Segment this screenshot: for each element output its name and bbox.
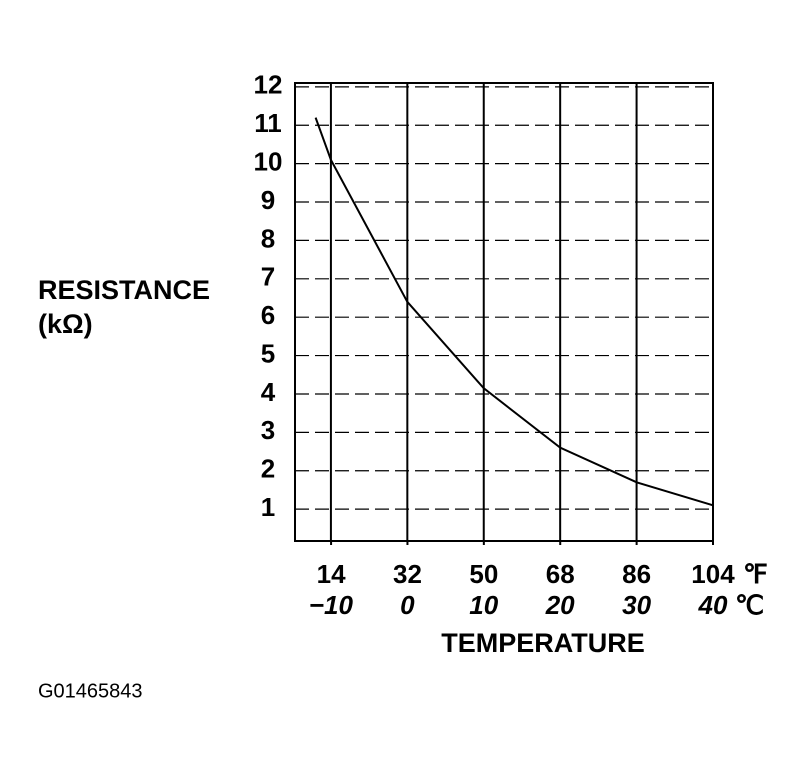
y-tick-label: 7 [261, 262, 275, 292]
y-tick-label: 12 [254, 70, 283, 100]
x2-tick-label: 68 [546, 559, 575, 589]
x2-tick-label: 50 [469, 559, 498, 589]
x-tick-label: 10 [469, 590, 498, 620]
y-tick-label: 3 [261, 415, 275, 445]
x-tick-label: 20 [545, 590, 575, 620]
data-line [314, 117, 714, 507]
y-tick-label: 10 [254, 146, 283, 176]
figure-code: G01465843 [38, 680, 143, 702]
y-tick-label: 11 [254, 108, 282, 138]
x-unit: ℃ [735, 590, 764, 620]
x2-tick-label: 14 [317, 559, 346, 589]
y-tick-label: 6 [261, 300, 275, 330]
x-tick-label: 40 [698, 590, 728, 620]
x2-tick-label: 86 [622, 559, 651, 589]
x-axis-label: TEMPERATURE [441, 628, 645, 658]
x-tick-label: 0 [400, 590, 415, 620]
y-tick-label: 9 [261, 185, 275, 215]
x-tick-label: −10 [309, 590, 354, 620]
y-tick-label: 8 [261, 223, 275, 253]
x2-tick-label: 104 [691, 559, 735, 589]
y-axis-unit: (kΩ) [38, 309, 93, 339]
y-tick-label: 4 [261, 377, 276, 407]
y-tick-label: 1 [261, 492, 275, 522]
y-tick-label: 5 [261, 338, 275, 368]
x-tick-label: 30 [622, 590, 651, 620]
x2-unit: ℉ [743, 559, 768, 589]
y-tick-label: 2 [261, 454, 275, 484]
y-axis-label: RESISTANCE [38, 275, 210, 305]
x2-tick-label: 32 [393, 559, 422, 589]
plot-frame [294, 82, 714, 542]
